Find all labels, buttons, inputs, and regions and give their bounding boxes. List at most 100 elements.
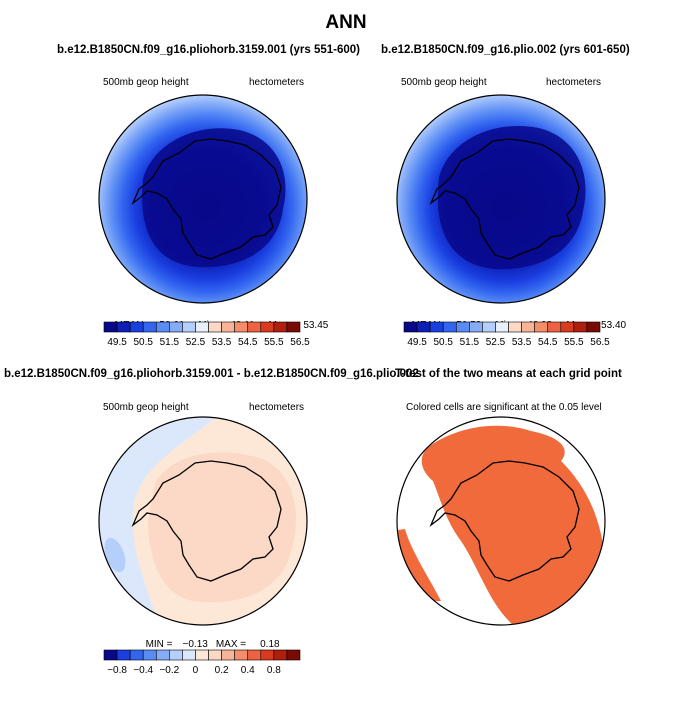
colorbar-tick-label: 53.5 (512, 337, 532, 348)
colorbar-tick-label: 56.5 (290, 337, 310, 348)
panel3-units-label: hectometers (249, 402, 305, 413)
colorbar-swatch (182, 649, 196, 661)
colorbar-swatch (142, 649, 157, 661)
colorbar-tick-label: 50.5 (133, 337, 153, 348)
colorbar-tick-label: −0.8 (107, 665, 127, 676)
colorbar-tick-label: 52.5 (186, 337, 206, 348)
colorbar-swatch (482, 321, 496, 333)
colorbar-swatch (234, 649, 249, 661)
colorbar-swatch (182, 321, 196, 333)
colorbar-swatch (495, 321, 509, 333)
map1-low-core (142, 128, 286, 268)
colorbar-swatch (208, 649, 222, 661)
colorbar-swatch (155, 649, 170, 661)
colorbar-swatch (429, 321, 444, 333)
panel3-min-value: −0.13 (182, 639, 208, 650)
colorbar-tick-label: 0 (193, 665, 199, 676)
panel3-min-label: MIN = (145, 639, 173, 650)
colorbar-tick-label: 55.5 (564, 337, 584, 348)
panel2-max-value: 53.40 (601, 320, 627, 331)
colorbar-swatch (547, 321, 562, 333)
colorbar-tick-label: 51.5 (160, 337, 180, 348)
colorbar-swatch (234, 321, 249, 333)
colorbar-swatch (221, 321, 235, 333)
colorbar-swatch (508, 321, 522, 333)
panel2-variable-label: 500mb geop height (401, 77, 487, 88)
colorbar-swatch (116, 321, 131, 333)
panel4-significance-label: Colored cells are significant at the 0.0… (406, 402, 602, 413)
panel1-max-value: 53.45 (303, 320, 329, 331)
colorbar-swatch (455, 321, 470, 333)
colorbar-tick-label: 54.5 (538, 337, 558, 348)
panel3-max-label: MAX = (215, 639, 247, 650)
colorbar-swatch (142, 321, 157, 333)
colorbar-swatch (534, 321, 549, 333)
panel2-units-label: hectometers (546, 77, 602, 88)
colorbar-swatch (195, 321, 209, 333)
colorbar-tick-label: −0.2 (159, 665, 179, 676)
colorbar-swatch (129, 321, 144, 333)
map1-border (98, 94, 308, 304)
colorbar-swatch (521, 321, 535, 333)
colorbar-swatch (403, 321, 418, 333)
colorbar-tick-label: −0.4 (133, 665, 153, 676)
colorbar-swatch (469, 321, 483, 333)
polar-map-1 (98, 94, 308, 304)
panel3-title: b.e12.B1850CN.f09_g16.pliohorb.3159.001 … (4, 368, 419, 380)
colorbar-swatch (129, 649, 144, 661)
map2-antarctica-coast (429, 138, 580, 260)
colorbar-swatch (247, 649, 262, 661)
map2-low-core (437, 125, 586, 270)
colorbar-swatch (286, 649, 301, 661)
difference-map (98, 416, 308, 626)
diff-positive-region (148, 452, 296, 603)
colorbar-tick-label: 0.2 (215, 665, 229, 676)
colorbar-2: 49.5 50.5 51.5 52.5 53.5 54.5 55.5 56.5 (403, 321, 610, 348)
colorbar-1: 49.5 50.5 51.5 52.5 53.5 54.5 55.5 56.5 (103, 321, 310, 348)
colorbar-tick-label: 52.5 (486, 337, 506, 348)
colorbar-swatch (169, 321, 183, 333)
panel3-variable-label: 500mb geop height (103, 402, 189, 413)
colorbar-swatch (573, 321, 588, 333)
panel1-variable-label: 500mb geop height (103, 77, 189, 88)
panel1-units-label: hectometers (249, 77, 305, 88)
map2-border (396, 94, 606, 304)
colorbar-swatch (103, 649, 118, 661)
colorbar-swatch (273, 321, 288, 333)
colorbar-swatch (208, 321, 222, 333)
panel3-stats: MIN = −0.13 MAX = 0.18 (140, 628, 280, 650)
panel4-title: T-test of the two means at each grid poi… (395, 368, 622, 380)
colorbar-tick-label: 49.5 (407, 337, 427, 348)
colorbar-swatch (169, 649, 183, 661)
colorbar-swatch (416, 321, 431, 333)
map4-antarctica-coast (429, 460, 580, 582)
colorbar-swatch (195, 649, 209, 661)
colorbar-swatch (260, 321, 275, 333)
map3-border (98, 416, 308, 626)
map4-border (396, 416, 606, 626)
colorbar-tick-label: 49.5 (107, 337, 127, 348)
colorbar-swatch (273, 649, 288, 661)
polar-map-2 (396, 94, 606, 304)
colorbar-swatch (221, 649, 235, 661)
colorbar-swatch (260, 649, 275, 661)
colorbar-swatch (560, 321, 575, 333)
panel1-title: b.e12.B1850CN.f09_g16.pliohorb.3159.001 … (57, 44, 360, 56)
colorbar-swatch (103, 321, 118, 333)
significance-map (396, 416, 606, 626)
colorbar-swatch (442, 321, 457, 333)
colorbar-3: −0.8 −0.4 −0.2 0 0.2 0.4 0.8 (103, 649, 301, 676)
colorbar-tick-label: 51.5 (460, 337, 480, 348)
map1-antarctica-coast (131, 138, 282, 260)
colorbar-swatch (247, 321, 262, 333)
map3-antarctica-coast (131, 460, 282, 582)
panel3-max-value: 0.18 (260, 639, 280, 650)
colorbar-tick-label: 0.4 (241, 665, 255, 676)
colorbar-tick-label: 53.5 (212, 337, 232, 348)
colorbar-tick-label: 55.5 (264, 337, 284, 348)
colorbar-tick-label: 56.5 (590, 337, 610, 348)
colorbar-swatch (116, 649, 131, 661)
colorbar-swatch (286, 321, 301, 333)
colorbar-tick-label: 50.5 (433, 337, 453, 348)
page-title: ANN (325, 12, 367, 33)
